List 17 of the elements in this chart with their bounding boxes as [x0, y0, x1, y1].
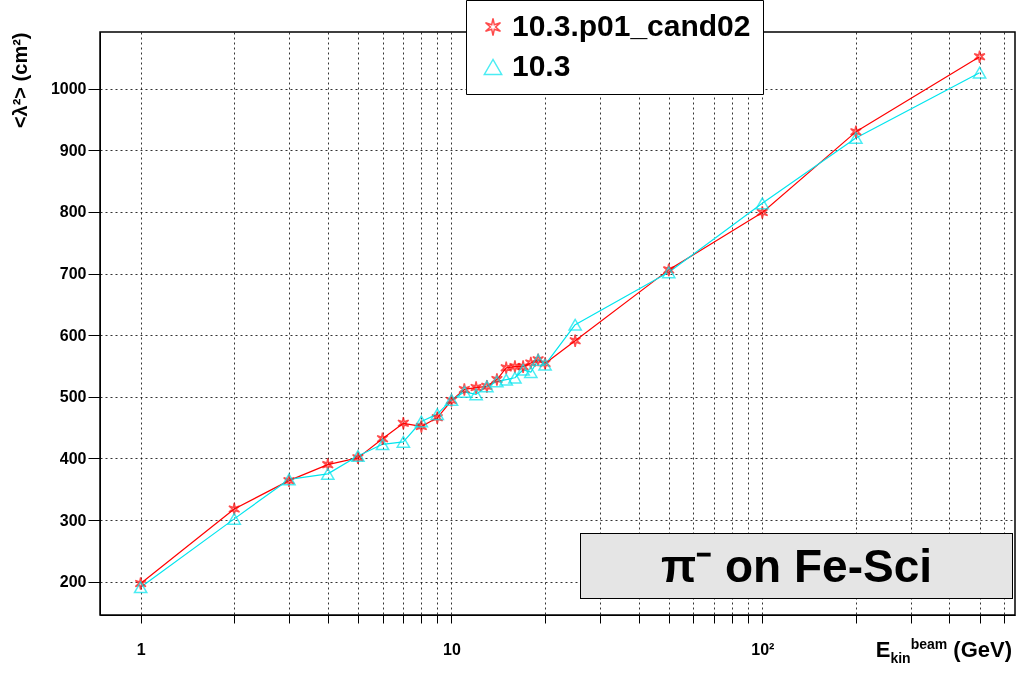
y-tick-label: 500 — [59, 388, 87, 406]
label-box: π⁻ on Fe-Sci — [580, 533, 1013, 599]
y-tick-label: 1000 — [50, 80, 87, 98]
y-axis-title: <λ²> (cm²) — [8, 32, 31, 129]
x-tick-label: 1 — [136, 640, 146, 658]
y-tick-label: 900 — [59, 141, 87, 159]
x-axis-title: E$_{kin}$$^{beam}$ (GeV) — [875, 636, 1012, 666]
y-tick-label: 800 — [59, 203, 87, 221]
y-tick-label: 200 — [59, 573, 87, 591]
y-tick-label: 400 — [59, 449, 87, 467]
x-tick-label: 10 — [443, 640, 461, 658]
legend-label: 10.3 — [512, 49, 571, 82]
y-tick-label: 700 — [59, 265, 87, 283]
legend-label: 10.3.p01_cand02 — [512, 9, 751, 42]
x-tick-label: 10² — [751, 640, 775, 658]
y-tick-label: 600 — [59, 326, 87, 344]
y-tick-label: 300 — [59, 511, 87, 529]
